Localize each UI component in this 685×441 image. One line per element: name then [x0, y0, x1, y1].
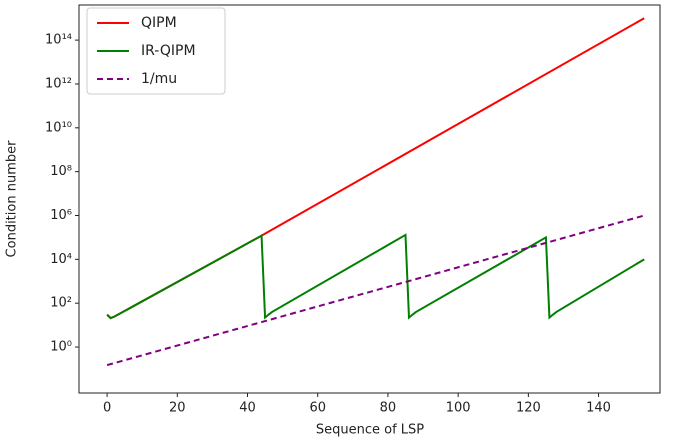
- x-tick-label: 140: [586, 401, 611, 416]
- x-axis-label: Sequence of LSP: [316, 423, 424, 438]
- x-tick-label: 120: [516, 401, 541, 416]
- legend-label: QIPM: [141, 15, 177, 31]
- y-tick-label: 10⁶: [50, 208, 72, 223]
- plot-frame: [78, 4, 661, 394]
- y-tick-label: 10¹⁰: [45, 120, 72, 135]
- data-line: [106, 214, 645, 367]
- y-tick-label: 10⁰: [50, 340, 72, 355]
- legend-label: 1/mu: [141, 71, 177, 87]
- y-tick-label: 10⁴: [50, 252, 72, 267]
- y-tick-label: 10⁸: [50, 164, 72, 179]
- x-tick-label: 100: [446, 401, 471, 416]
- data-line: [106, 233, 645, 320]
- y-tick-label: 10¹⁴: [45, 33, 72, 48]
- x-tick-label: 80: [380, 401, 397, 416]
- x-tick-label: 60: [309, 401, 326, 416]
- x-tick-label: 20: [169, 401, 186, 416]
- x-tick-label: 40: [239, 401, 256, 416]
- x-tick-label: 0: [103, 401, 111, 416]
- legend: QIPM IR-QIPM 1/mu: [86, 7, 226, 95]
- y-axis-label: Condition number: [5, 140, 20, 258]
- y-tick-label: 10²: [50, 296, 72, 311]
- legend-label: IR-QIPM: [141, 43, 196, 59]
- y-tick-label: 10¹²: [45, 76, 72, 91]
- legend-box: [86, 7, 226, 95]
